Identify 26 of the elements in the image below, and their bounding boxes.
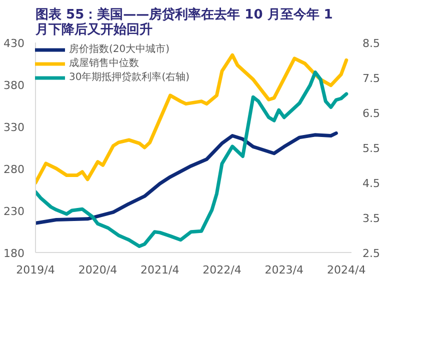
x-tick-label: 2024/4 xyxy=(327,264,366,276)
y-tick-label: 230 xyxy=(4,205,25,218)
legend-label: 成屋销售中位数 xyxy=(69,56,139,70)
y-tick-label: 280 xyxy=(4,163,25,176)
x-tick-label: 2019/4 xyxy=(16,264,55,276)
line-series xyxy=(36,53,348,185)
x-tick-label: 2023/4 xyxy=(264,264,304,276)
y2-tick-label: 4.5 xyxy=(362,177,380,190)
y2-tick-label: 5.5 xyxy=(362,142,380,155)
chart-title: 图表 55：美国——房贷利率在去年 10 月至今年 1 月下降后又开始回升 xyxy=(34,6,333,38)
x-tick-label: 2022/4 xyxy=(202,264,242,276)
x-tick-label: 2020/4 xyxy=(78,264,118,276)
y2-tick-label: 7.5 xyxy=(362,72,380,85)
x-tick-label: 2021/4 xyxy=(140,264,180,276)
line-series xyxy=(36,70,348,248)
y-tick-label: 180 xyxy=(4,247,25,260)
y-tick-label: 380 xyxy=(4,79,25,92)
y2-tick-label: 8.5 xyxy=(362,37,380,50)
line-series xyxy=(36,131,338,225)
legend-label: 30年期抵押贷款利率(右轴) xyxy=(69,70,190,84)
y-tick-label: 330 xyxy=(4,121,25,134)
y2-tick-label: 6.5 xyxy=(362,107,380,120)
y-tick-label: 430 xyxy=(4,37,25,50)
legend-label: 房价指数(20大中城市) xyxy=(69,42,170,56)
y2-tick-label: 2.5 xyxy=(362,247,380,260)
y2-tick-label: 3.5 xyxy=(362,212,380,225)
